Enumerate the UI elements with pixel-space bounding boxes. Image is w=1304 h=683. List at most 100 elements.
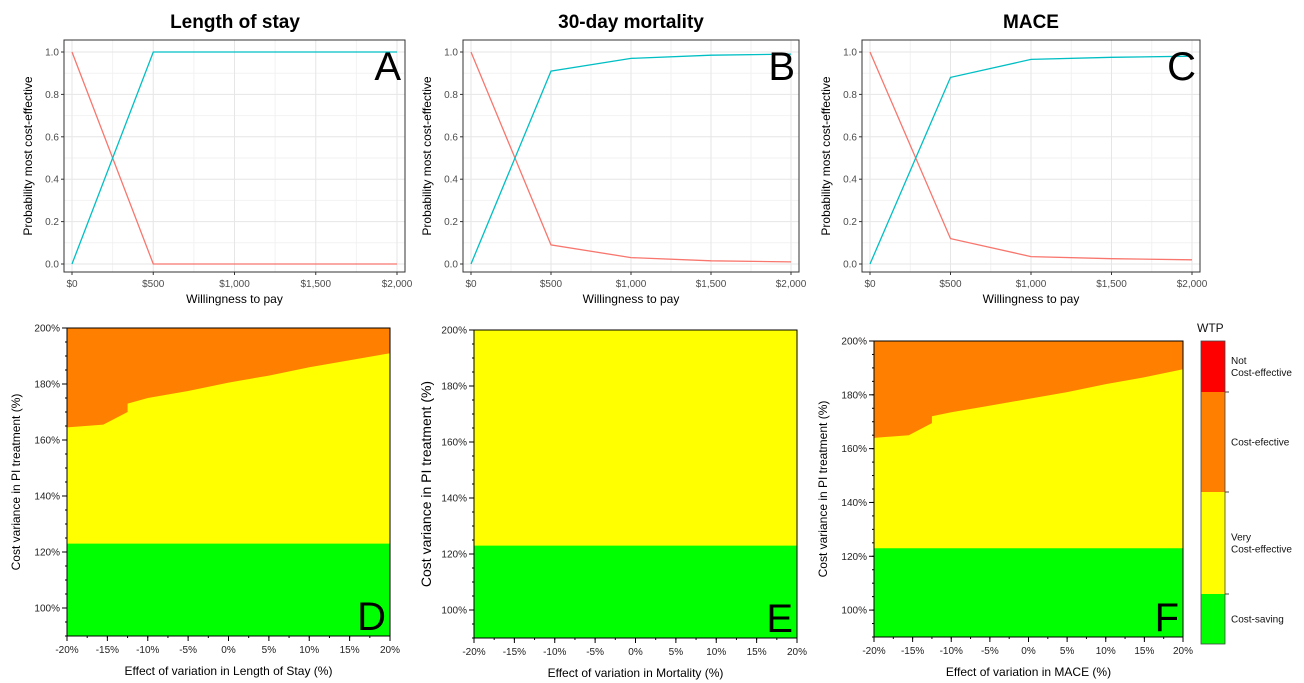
x-axis-label: Effect of variation in Mortality (%) [548,666,724,680]
y-tick-label: 160% [841,444,867,455]
y-tick-label: 100% [441,606,467,617]
x-tick-label: 20% [1173,646,1193,657]
region-cost-saving [474,545,797,638]
x-tick-label: 20% [380,645,400,656]
legend-swatch [1201,492,1225,594]
x-axis-label: Willingness to pay [583,292,680,306]
y-tick-label: 0.0 [843,260,857,271]
x-tick-label: 15% [1134,646,1154,657]
x-tick-label: $0 [864,279,876,290]
series-line-red [869,51,1193,261]
y-tick-label: 120% [441,550,467,561]
x-tick-label: 10% [706,647,726,658]
y-tick-label: 0.8 [843,90,857,101]
series-line-teal [869,55,1193,265]
y-tick-label: 0.0 [444,260,458,271]
x-tick-label: 0% [221,645,236,656]
y-tick-label: 100% [841,606,867,617]
y-tick-label: 1.0 [444,48,458,59]
x-tick-label: 20% [787,647,807,658]
legend-label: Cost-effective [1231,368,1292,379]
x-tick-label: $2,000 [1177,279,1208,290]
y-tick-label: 0.2 [843,217,857,228]
x-tick-label: -20% [55,645,78,656]
x-tick-label: $500 [142,279,165,290]
chart-title: Length of stay [170,12,300,33]
region-panel-f: 100% 120% 140% 160% 180% 200% -20% -15% -10% -5% 0… [816,337,1193,680]
x-tick-label: -10% [543,647,566,658]
x-tick-label: 10% [1096,646,1116,657]
y-tick-label: 120% [841,552,867,563]
y-tick-label: 0.6 [444,132,458,143]
legend-swatch [1201,392,1225,492]
y-tick-label: 180% [441,382,467,393]
legend-swatch [1201,594,1225,644]
series-line-red [71,51,397,265]
legend-swatch [1201,341,1225,392]
x-tick-label: $2,000 [382,279,413,290]
legend-label: Cost-efective [1231,438,1290,449]
y-tick-label: 0.4 [45,175,59,186]
x-tick-label: 5% [1060,646,1075,657]
y-tick-label: 0.6 [45,132,59,143]
y-tick-label: 100% [34,604,60,615]
y-tick-label: 1.0 [45,48,59,59]
x-tick-label: 0% [628,647,643,658]
legend-label: Very [1231,533,1251,544]
x-tick-label: $1,500 [696,279,727,290]
series-line-teal [71,51,397,265]
series-line-teal [470,53,792,265]
x-tick-label: 5% [262,645,277,656]
y-axis-label: Cost variance in PI treatment (%) [418,381,434,587]
y-tick-label: 140% [34,492,60,503]
region-panel-d: 100% 120% 140% 160% 180% 200% -20% -15% -10% -5% 0… [9,324,400,679]
legend-title: WTP [1197,321,1224,335]
x-tick-label: $1,000 [616,279,647,290]
x-tick-label: $0 [465,279,477,290]
x-tick-label: $500 [540,279,563,290]
y-tick-label: 180% [841,390,867,401]
y-tick-label: 1.0 [843,48,857,59]
y-tick-label: 200% [841,337,867,348]
y-tick-label: 160% [34,436,60,447]
region-panel-e: 100% 120% 140% 160% 180% 200% -20% -15% -10% -5% 0… [418,326,807,681]
y-tick-label: 140% [441,494,467,505]
y-tick-label: 160% [441,438,467,449]
chart-title: 30-day mortality [558,12,704,33]
panel-letter: A [374,45,401,89]
x-tick-label: -5% [179,645,197,656]
y-tick-label: 120% [34,548,60,559]
series-line-red [470,51,792,263]
panel-letter: B [768,45,795,89]
x-tick-label: 15% [340,645,360,656]
y-tick-label: 0.8 [45,90,59,101]
y-axis-label: Cost variance in PI treatment (%) [9,394,23,571]
panel-letter: E [766,597,793,641]
y-tick-label: 0.8 [444,90,458,101]
x-tick-label: 5% [669,647,684,658]
x-axis-label: Effect of variation in MACE (%) [946,665,1111,679]
legend-label: Cost-effective [1231,545,1292,556]
legend-border [1200,340,1226,645]
x-tick-label: -15% [96,645,119,656]
y-tick-label: 140% [841,498,867,509]
y-axis-label: Cost variance in PI treatment (%) [816,401,830,578]
x-tick-label: -15% [901,646,924,657]
y-tick-label: 0.2 [45,217,59,228]
x-tick-label: 15% [747,647,767,658]
y-tick-label: 0.6 [843,132,857,143]
x-tick-label: -20% [462,647,485,658]
line-panel-c: MACE 0.0 0.2 0.4 0.6 0.8 1.0 $0 $500 $1,000 $1,500… [819,12,1208,306]
line-panel-a: Length of stay 0.0 0.2 0.4 0.6 0.8 1.0 $0 $500 $1… [21,12,413,306]
legend: WTPNotCost-effectiveCost-efectiveVeryCos… [1197,321,1292,645]
x-axis-label: Willingness to pay [186,292,283,306]
legend-label: Not [1231,356,1247,367]
x-tick-label: $1,000 [1016,279,1047,290]
y-tick-label: 0.4 [843,175,857,186]
x-tick-label: $2,000 [776,279,807,290]
x-tick-label: 10% [299,645,319,656]
y-tick-label: 0.4 [444,175,458,186]
x-tick-label: -20% [862,646,885,657]
panel-letter: C [1167,45,1196,89]
